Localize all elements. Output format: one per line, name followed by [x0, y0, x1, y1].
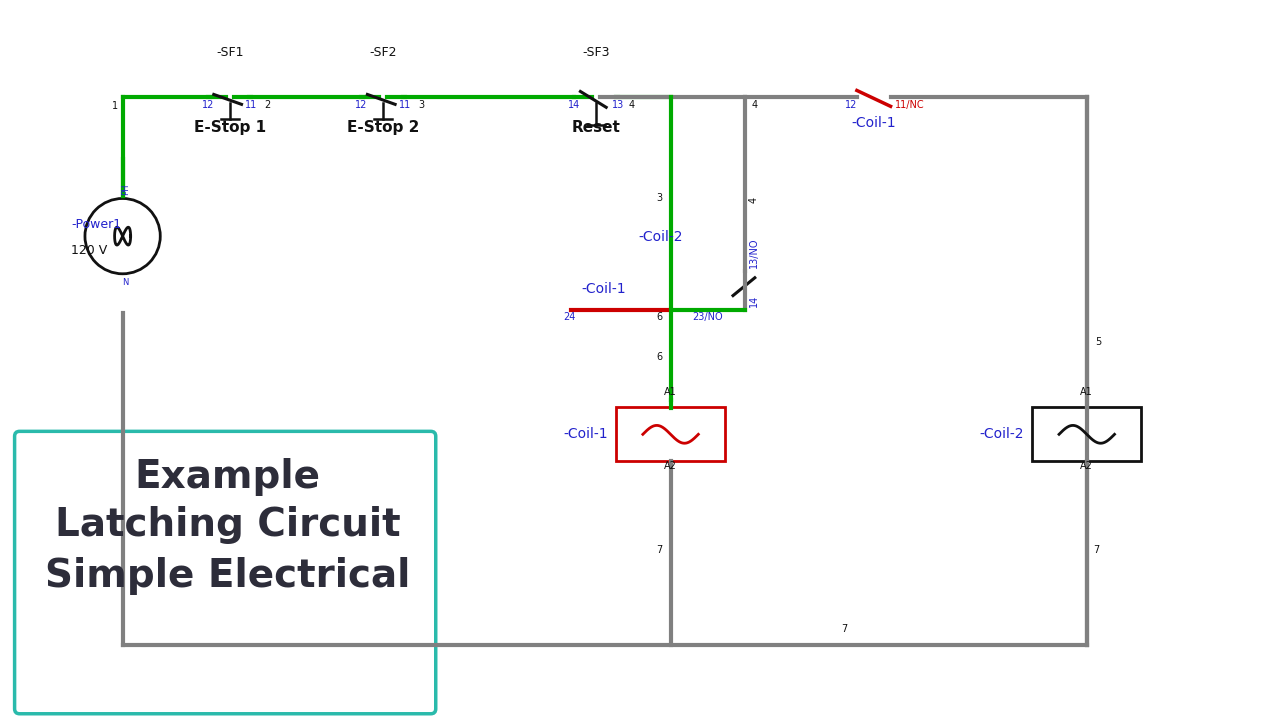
Text: 3: 3: [417, 100, 424, 110]
Text: 11: 11: [399, 100, 411, 110]
Text: 13/NO: 13/NO: [749, 238, 759, 268]
Text: Simple Electrical: Simple Electrical: [45, 557, 411, 595]
Text: 12: 12: [202, 100, 214, 110]
Text: -SF3: -SF3: [582, 46, 611, 59]
Text: 24: 24: [563, 312, 576, 323]
Text: -SF1: -SF1: [216, 46, 243, 59]
Text: Latching Circuit: Latching Circuit: [55, 506, 401, 544]
Text: 2: 2: [264, 100, 270, 110]
Text: -Coil-1: -Coil-1: [851, 116, 896, 130]
Text: 14: 14: [568, 100, 581, 110]
Text: 3: 3: [657, 194, 663, 204]
FancyBboxPatch shape: [1032, 407, 1142, 461]
Text: -Coil-1: -Coil-1: [563, 427, 608, 441]
Text: 6: 6: [657, 312, 663, 323]
Text: N: N: [123, 278, 129, 287]
Text: 13: 13: [612, 100, 625, 110]
Text: A2: A2: [664, 461, 677, 471]
Text: 12: 12: [356, 100, 367, 110]
Text: E-Stop 2: E-Stop 2: [347, 120, 420, 135]
Text: E-Stop 1: E-Stop 1: [193, 120, 266, 135]
Text: 4: 4: [751, 100, 758, 110]
Text: Example: Example: [134, 458, 321, 496]
Text: 7: 7: [1093, 545, 1100, 555]
Text: 23/NO: 23/NO: [692, 312, 723, 323]
Text: A1: A1: [664, 387, 677, 397]
Text: -SF2: -SF2: [370, 46, 397, 59]
Text: 7: 7: [841, 624, 847, 634]
Text: 4: 4: [628, 100, 635, 110]
FancyBboxPatch shape: [616, 407, 724, 461]
Text: 11/NC: 11/NC: [895, 100, 924, 110]
Text: -Power1: -Power1: [72, 217, 122, 230]
Text: -Coil-1: -Coil-1: [581, 282, 626, 296]
Text: 11: 11: [246, 100, 257, 110]
Text: 7: 7: [657, 545, 663, 555]
Text: 14: 14: [749, 295, 759, 307]
Text: PH: PH: [122, 183, 131, 194]
Text: -Coil-2: -Coil-2: [639, 230, 684, 244]
Text: 12: 12: [845, 100, 858, 110]
Text: -Coil-2: -Coil-2: [980, 427, 1024, 441]
Text: 120 V: 120 V: [72, 243, 108, 256]
Text: 6: 6: [657, 352, 663, 362]
Text: A2: A2: [1080, 461, 1093, 471]
Text: A1: A1: [1080, 387, 1093, 397]
Text: Reset: Reset: [572, 120, 621, 135]
FancyBboxPatch shape: [14, 431, 435, 714]
Text: 5: 5: [1094, 337, 1101, 347]
Text: 1: 1: [111, 102, 118, 112]
Text: 4: 4: [749, 197, 759, 204]
